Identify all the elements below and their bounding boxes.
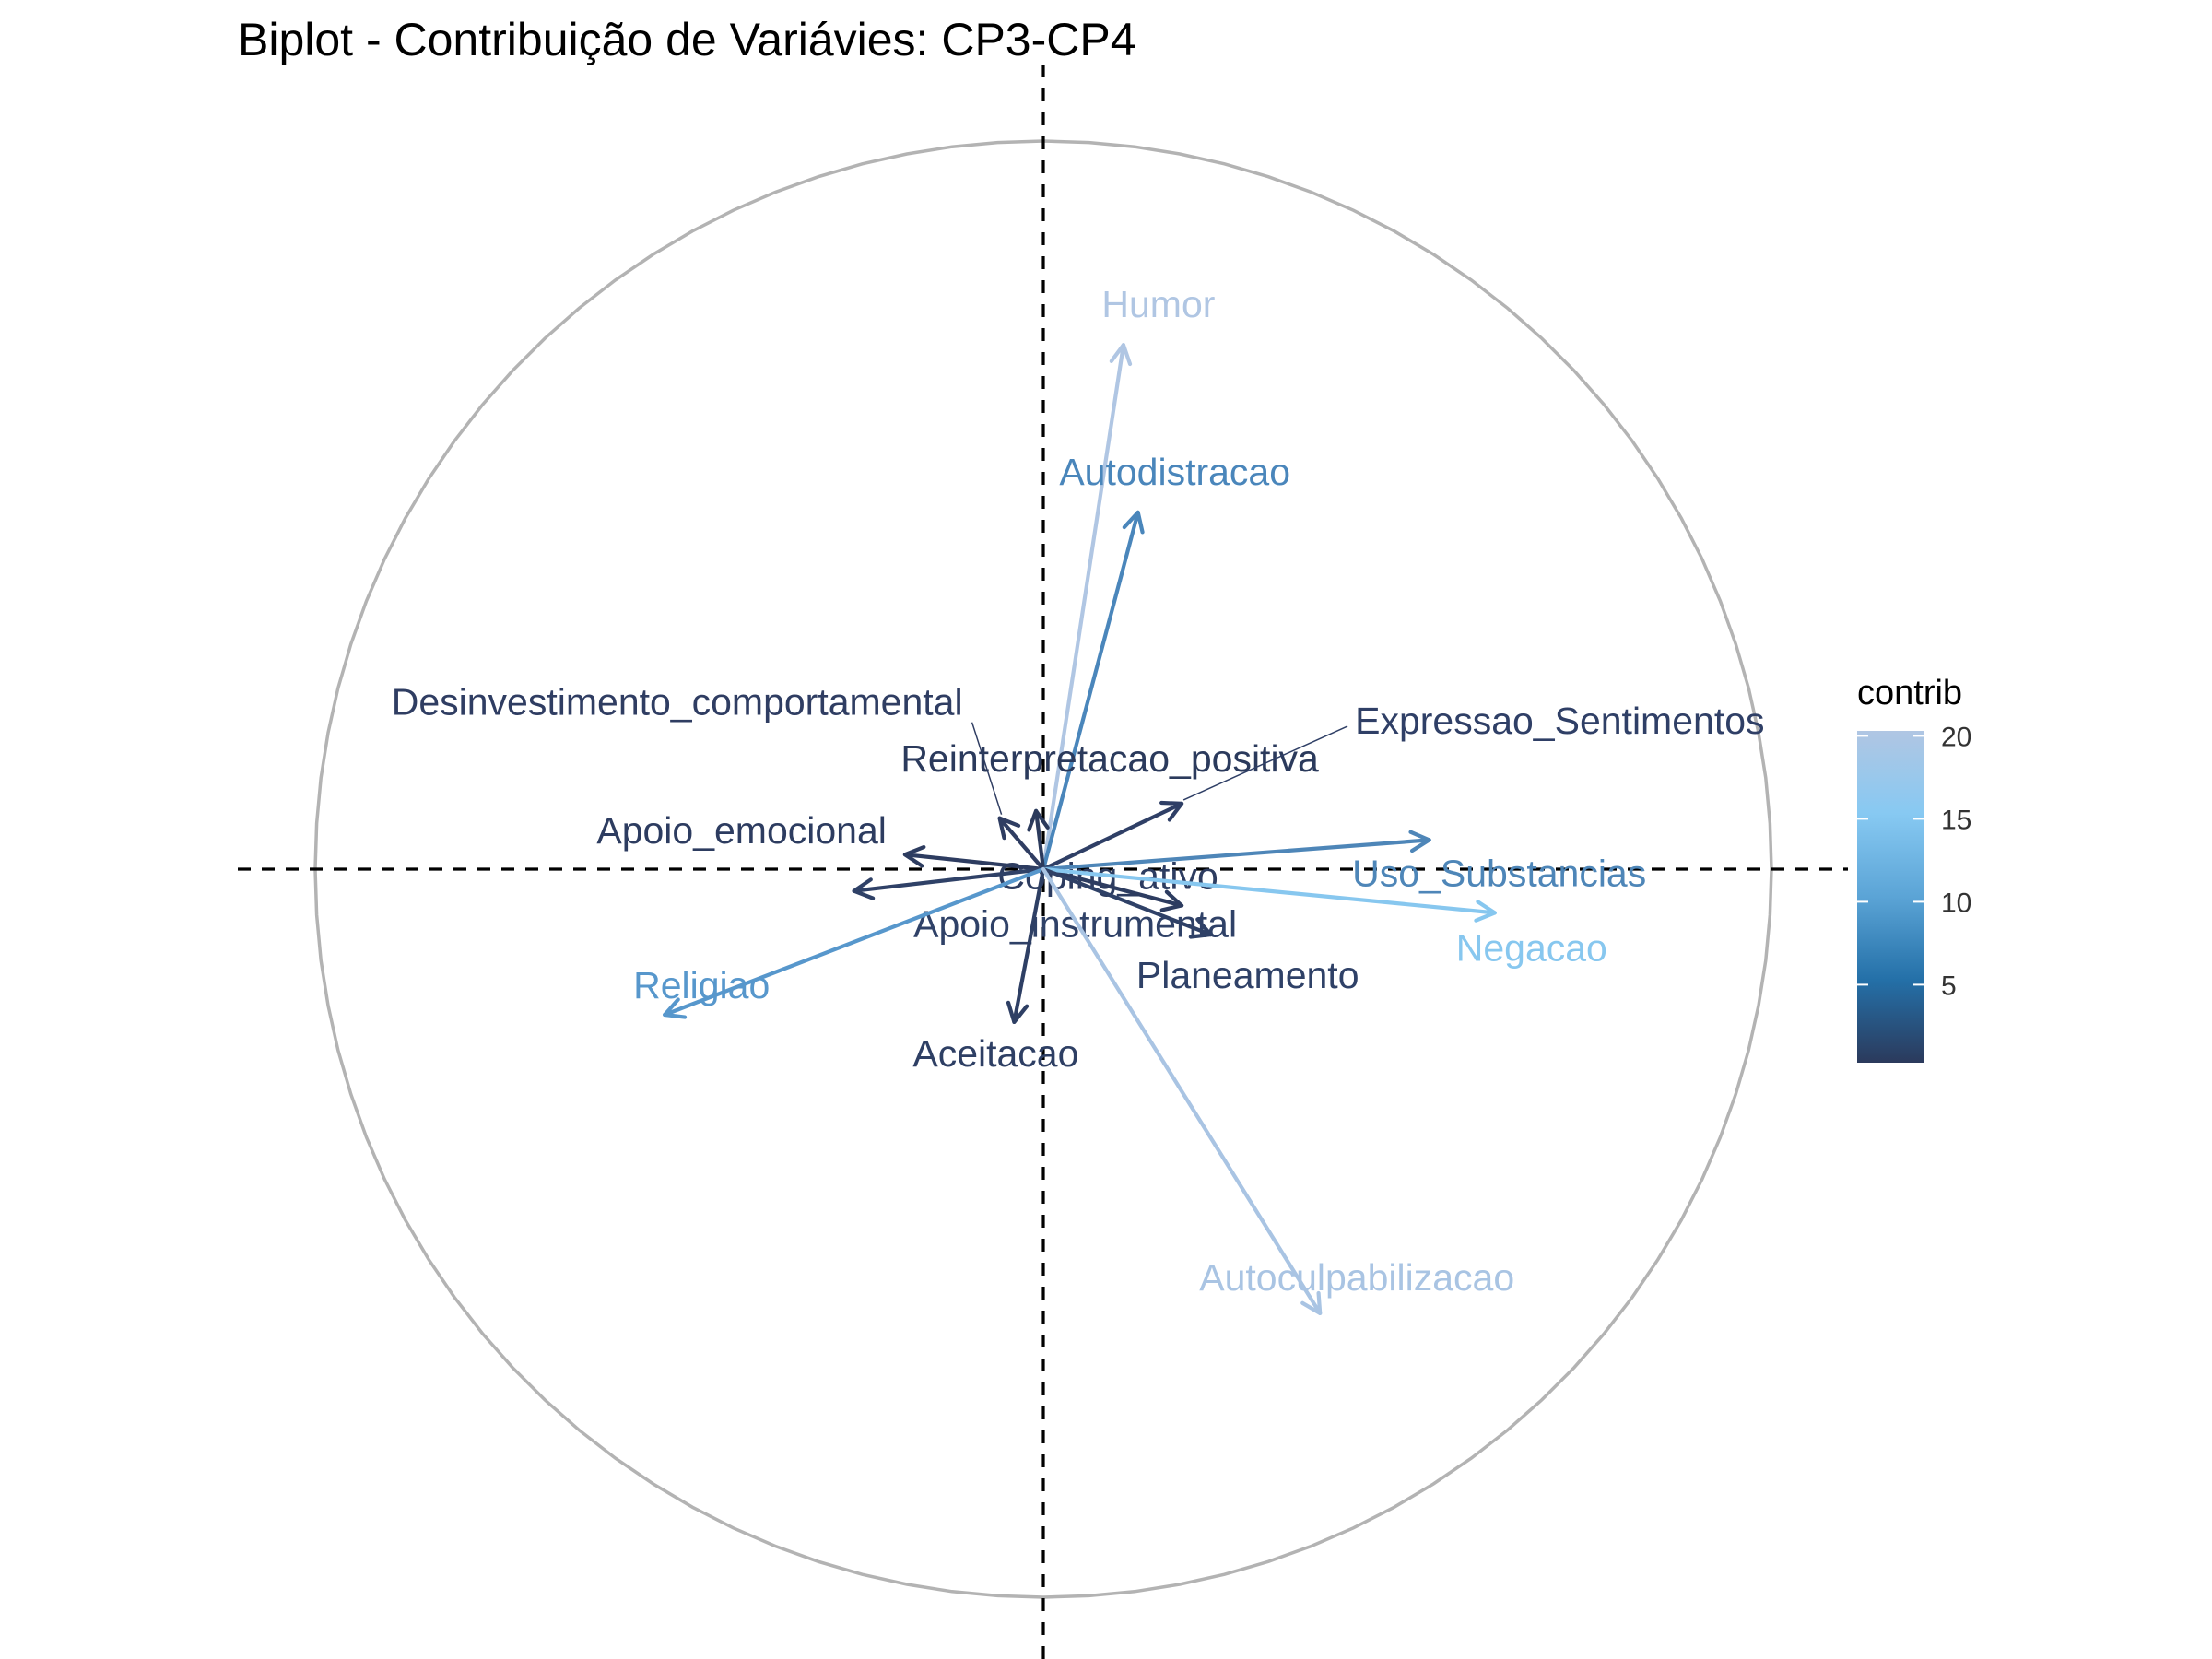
variable-label: Humor	[1101, 283, 1215, 325]
arrow-shaft	[663, 866, 1046, 1018]
arrow-shaft	[1041, 866, 1184, 908]
variable-label: Religiao	[633, 964, 770, 1006]
label-leader	[971, 722, 1003, 815]
arrow-shaft	[1041, 866, 1323, 1316]
arrow-shaft	[1033, 808, 1046, 872]
chart-title: Biplot - Contribuição de Variávies: CP3-…	[238, 14, 1136, 65]
arrow-shaft	[1041, 801, 1184, 872]
arrow-shaft	[1041, 866, 1497, 915]
arrow-shaft	[1041, 343, 1126, 872]
legend-tick-label: 15	[1941, 805, 1971, 835]
arrow-autodistracao: Autodistracao	[1041, 451, 1290, 872]
variable-label: Autoculpabilizacao	[1199, 1256, 1514, 1299]
arrow-reinterpretacao-positiva: Reinterpretacao_positiva	[900, 737, 1319, 872]
arrow-head	[1109, 343, 1133, 367]
arrow-expressao-sentimentos: Expressao_Sentimentos	[1041, 700, 1765, 872]
legend-ticks: 5 10 15 20	[1857, 722, 1971, 1001]
legend-tick-label: 20	[1941, 722, 1971, 752]
arrow-head	[1474, 900, 1497, 923]
arrow-shaft	[1012, 866, 1046, 1025]
arrow-religiao: Religiao	[633, 866, 1046, 1019]
variable-label: Reinterpretacao_positiva	[900, 737, 1319, 780]
arrow-apoio-emocional: Apoio_emocional	[596, 809, 1046, 872]
arrow-shaft	[1041, 838, 1431, 872]
arrow-head	[1122, 510, 1145, 535]
variable-label: Uso_Substancias	[1352, 852, 1646, 894]
legend-tick-label: 5	[1941, 971, 1957, 1001]
arrow-uso-substancias: Uso_Substancias	[1041, 830, 1646, 894]
variable-label: Autodistracao	[1059, 451, 1290, 493]
arrow-head	[1300, 1290, 1323, 1316]
variable-label: Negacao	[1456, 926, 1607, 969]
arrow-head	[902, 844, 926, 868]
arrow-humor: Humor	[1041, 283, 1215, 872]
arrow-head	[663, 997, 688, 1019]
arrow-shaft	[852, 866, 1046, 893]
variable-label: Desinvestimento_comportamental	[392, 681, 963, 724]
legend-title: contrib	[1857, 674, 1962, 712]
plot-area: Humor Autodistracao Desinvestimento_compor…	[238, 65, 1848, 1659]
arrow-head	[1188, 917, 1213, 939]
legend-tick-label: 10	[1941, 888, 1971, 918]
arrow-head	[997, 816, 1021, 841]
variable-label: Expressao_Sentimentos	[1355, 700, 1764, 742]
variable-label: Apoio_emocional	[596, 809, 887, 852]
variable-label: Aceitacao	[912, 1032, 1078, 1075]
arrow-head	[1027, 808, 1050, 832]
arrow-head	[1006, 1000, 1030, 1025]
arrow-head	[1159, 800, 1184, 822]
arrow-desinvestimento-comportamental: Desinvestimento_comportamental	[392, 681, 1046, 872]
arrow-head	[1159, 889, 1184, 912]
arrow-planeamento: Planeamento	[1041, 866, 1359, 996]
arrow-shaft	[902, 853, 1046, 872]
arrow-negacao: Negacao	[1041, 866, 1607, 969]
arrow-shaft	[1041, 510, 1140, 872]
variable-label: Planeamento	[1136, 954, 1359, 996]
arrow-autoculpabilizacao: Autoculpabilizacao	[1041, 866, 1514, 1316]
arrow-head	[1408, 830, 1431, 853]
legend: contrib 5 10 15 20	[1857, 674, 1971, 1063]
arrow-aceitacao: Aceitacao	[912, 866, 1078, 1075]
arrow-shaft	[1041, 866, 1213, 937]
arrow-shaft	[997, 816, 1046, 872]
legend-colorbar	[1857, 731, 1924, 1063]
label-leader	[1182, 725, 1348, 801]
arrow-head	[852, 877, 876, 900]
